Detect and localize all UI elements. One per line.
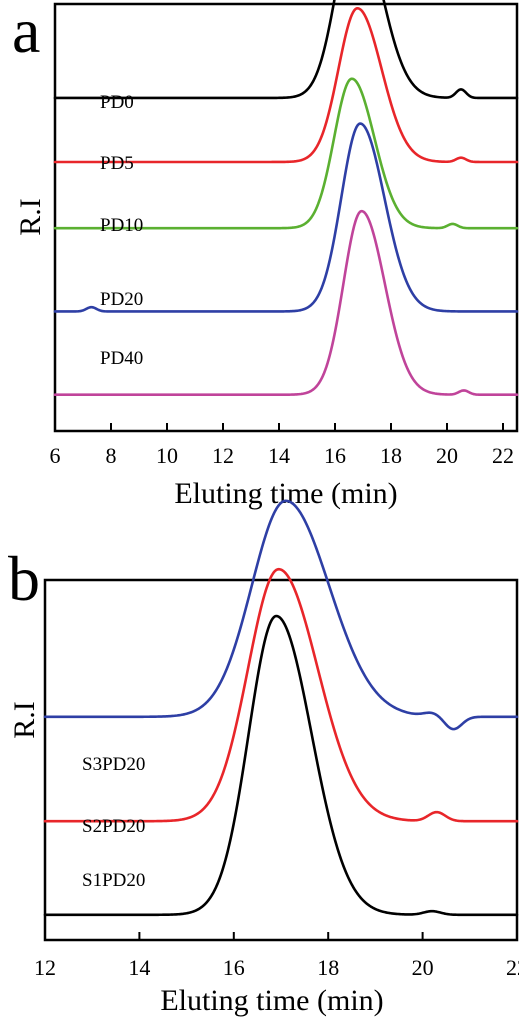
x-tick-label: 12 bbox=[212, 443, 234, 468]
chart-b-frame bbox=[43, 578, 519, 942]
series-line-s1pd20 bbox=[43, 614, 519, 917]
series-line-pd20 bbox=[53, 122, 519, 313]
series-line-pd40 bbox=[53, 209, 519, 396]
chart-a-ylabel: R.I bbox=[14, 198, 47, 236]
panel-b-letter: b bbox=[8, 543, 40, 614]
panel-a-letter: a bbox=[12, 0, 40, 66]
x-tick-label: 22 bbox=[492, 443, 514, 468]
chart-b: 12 14 16 18 20 22 S3PD20 S2PD20 S1PD20 Eluting … bbox=[8, 499, 519, 1017]
chart-b-ticks: 12 14 16 18 20 22 bbox=[34, 932, 519, 980]
series-label-pd0: PD0 bbox=[100, 92, 134, 113]
x-tick-label: 20 bbox=[412, 955, 434, 980]
series-label-s1pd20: S1PD20 bbox=[82, 870, 145, 891]
x-tick-label: 16 bbox=[223, 955, 245, 980]
chart-a: 6 8 10 12 14 16 18 20 22 PD0 PD5 PD10 PD20 PD40 Elut… bbox=[14, 0, 519, 510]
series-line-s3pd20 bbox=[43, 499, 519, 731]
chart-b-ylabel: R.I bbox=[8, 701, 41, 739]
chart-a-ticks: 6 8 10 12 14 16 18 20 22 bbox=[50, 423, 514, 468]
x-tick-label: 14 bbox=[268, 443, 290, 468]
x-tick-label: 16 bbox=[324, 443, 346, 468]
series-line-s2pd20 bbox=[43, 567, 519, 823]
series-line-pd0 bbox=[53, 0, 519, 100]
x-tick-label: 22 bbox=[506, 955, 519, 980]
x-tick-label: 18 bbox=[317, 955, 339, 980]
series-label-pd20: PD20 bbox=[100, 289, 143, 310]
series-label-pd5: PD5 bbox=[100, 153, 134, 174]
x-tick-label: 14 bbox=[128, 955, 150, 980]
chart-a-curves bbox=[53, 0, 519, 396]
chart-b-curves bbox=[43, 499, 519, 917]
series-label-pd40: PD40 bbox=[100, 348, 143, 369]
series-label-s3pd20: S3PD20 bbox=[82, 754, 145, 775]
x-tick-label: 8 bbox=[106, 443, 117, 468]
chart-b-xlabel: Eluting time (min) bbox=[160, 984, 383, 1017]
chart-a-frame bbox=[53, 2, 519, 433]
x-tick-label: 12 bbox=[34, 955, 56, 980]
chart-a-xlabel: Eluting time (min) bbox=[174, 477, 397, 510]
chart-b-series-labels: S3PD20 S2PD20 S1PD20 bbox=[82, 754, 145, 891]
series-label-s2pd20: S2PD20 bbox=[82, 816, 145, 837]
x-tick-label: 20 bbox=[436, 443, 458, 468]
series-label-pd10: PD10 bbox=[100, 215, 143, 236]
series-line-pd10 bbox=[53, 77, 519, 230]
x-tick-label: 18 bbox=[380, 443, 402, 468]
chart-a-series-labels: PD0 PD5 PD10 PD20 PD40 bbox=[100, 92, 143, 369]
x-tick-label: 10 bbox=[156, 443, 178, 468]
series-line-pd5 bbox=[53, 6, 519, 164]
x-tick-label: 6 bbox=[50, 443, 61, 468]
